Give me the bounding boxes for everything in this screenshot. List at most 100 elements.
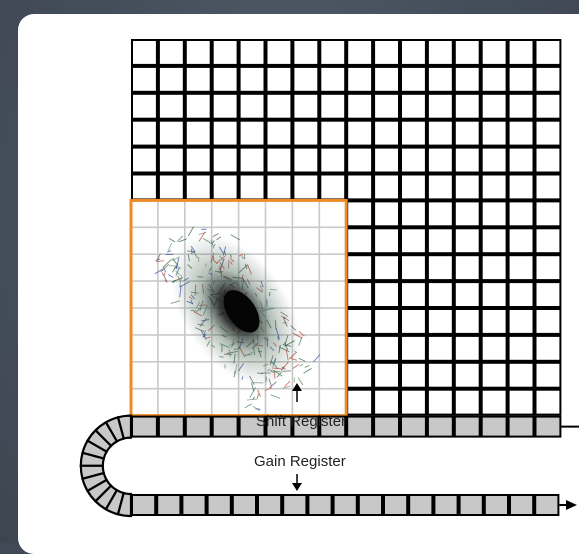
pixel-cell xyxy=(133,95,156,118)
pixel-cell xyxy=(429,283,452,306)
gain-register-cell xyxy=(309,496,330,514)
pixel-cell xyxy=(348,229,371,252)
pixel-cell xyxy=(133,122,156,145)
pixel-cell xyxy=(537,256,560,279)
pixel-cell xyxy=(402,256,425,279)
pixel-cell xyxy=(187,122,210,145)
pixel-cell xyxy=(483,310,506,333)
gain-register-row xyxy=(131,494,568,516)
pixel-cell xyxy=(187,149,210,172)
pixel-cell xyxy=(214,95,237,118)
pixel-cell xyxy=(348,364,371,387)
pixel-cell xyxy=(483,364,506,387)
pixel-cell xyxy=(510,337,533,360)
gain-register-cell xyxy=(183,496,204,514)
pixel-cell xyxy=(375,391,398,414)
pixel-cell xyxy=(375,256,398,279)
pixel-cell xyxy=(294,68,317,91)
gain-register-cell xyxy=(435,496,456,514)
pixel-cell xyxy=(402,176,425,199)
pixel-cell xyxy=(456,202,479,225)
pixel-cell xyxy=(429,202,452,225)
pixel-cell xyxy=(402,337,425,360)
pixel-cell xyxy=(187,68,210,91)
pixel-cell xyxy=(375,283,398,306)
pixel-cell xyxy=(133,149,156,172)
pixel-cell xyxy=(483,122,506,145)
pixel-cell xyxy=(133,41,156,64)
pixel-cell xyxy=(483,68,506,91)
pixel-cell xyxy=(375,229,398,252)
pixel-cell xyxy=(456,122,479,145)
pixel-cell xyxy=(321,68,344,91)
gain-register-cell xyxy=(360,496,381,514)
pixel-cell xyxy=(537,122,560,145)
diagram-card: Shift Register Gain Register xyxy=(18,14,579,554)
pixel-cell xyxy=(456,176,479,199)
pixel-cell xyxy=(294,176,317,199)
pixel-cell xyxy=(483,202,506,225)
pixel-cell xyxy=(375,95,398,118)
pixel-cell xyxy=(402,364,425,387)
pixel-cell xyxy=(214,41,237,64)
pixel-cell xyxy=(133,68,156,91)
pixel-cell xyxy=(537,364,560,387)
pixel-cell xyxy=(348,391,371,414)
pixel-cell xyxy=(429,391,452,414)
pixel-cell xyxy=(402,122,425,145)
gain-register-label: Gain Register xyxy=(254,453,346,470)
shift-register-cell xyxy=(456,418,479,436)
pixel-cell xyxy=(510,202,533,225)
pixel-cell xyxy=(537,337,560,360)
gain-register-cell xyxy=(133,496,154,514)
pixel-cell xyxy=(402,391,425,414)
pixel-cell xyxy=(321,149,344,172)
pixel-cell xyxy=(456,41,479,64)
pixel-cell xyxy=(537,202,560,225)
arrow-down-icon xyxy=(292,474,302,491)
pixel-cell xyxy=(402,41,425,64)
pixel-cell xyxy=(483,337,506,360)
pixel-cell xyxy=(160,41,183,64)
shift-register-cell xyxy=(402,418,425,436)
pixel-cell xyxy=(402,68,425,91)
pixel-cell xyxy=(537,68,560,91)
shift-register-cell xyxy=(133,418,156,436)
pixel-cell xyxy=(268,68,291,91)
pixel-cell xyxy=(402,149,425,172)
pixel-cell xyxy=(214,68,237,91)
pixel-cell xyxy=(214,149,237,172)
pixel-cell xyxy=(429,229,452,252)
pixel-cell xyxy=(348,68,371,91)
shift-register-row xyxy=(131,416,579,438)
pixel-cell xyxy=(348,202,371,225)
pixel-cell xyxy=(429,337,452,360)
pixel-cell xyxy=(348,310,371,333)
pixel-cell xyxy=(510,391,533,414)
pixel-cell xyxy=(510,95,533,118)
pixel-cell xyxy=(348,256,371,279)
pixel-cell xyxy=(429,364,452,387)
pixel-cell xyxy=(402,283,425,306)
gain-register-cell xyxy=(259,496,280,514)
pixel-cell xyxy=(294,41,317,64)
pixel-cell xyxy=(429,41,452,64)
pixel-cell xyxy=(483,95,506,118)
shift-register-cell xyxy=(160,418,183,436)
shift-register-cell xyxy=(348,418,371,436)
pixel-cell xyxy=(348,41,371,64)
pixel-cell xyxy=(537,95,560,118)
pixel-cell xyxy=(429,310,452,333)
pixel-cell xyxy=(456,149,479,172)
shift-register-cell xyxy=(510,418,533,436)
pixel-cell xyxy=(294,122,317,145)
pixel-cell xyxy=(375,337,398,360)
gain-register-cell xyxy=(511,496,532,514)
gain-register-cell xyxy=(284,496,305,514)
pixel-cell xyxy=(348,149,371,172)
pixel-cell xyxy=(483,256,506,279)
gain-register-cell xyxy=(536,496,557,514)
pixel-cell xyxy=(187,95,210,118)
pixel-cell xyxy=(429,256,452,279)
pixel-cell xyxy=(483,176,506,199)
